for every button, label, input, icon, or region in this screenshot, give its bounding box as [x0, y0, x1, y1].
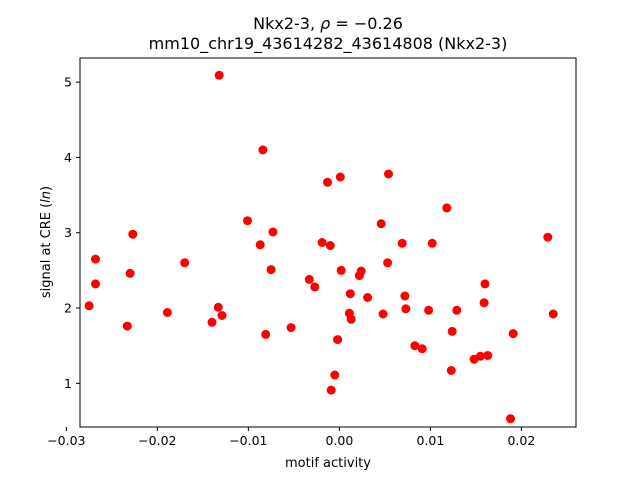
data-point — [447, 326, 457, 336]
data-point — [401, 304, 411, 314]
data-point — [417, 344, 427, 354]
x-tick-label: 0.00 — [325, 433, 353, 448]
data-point — [475, 351, 485, 361]
y-axis-ticks: 1 2 3 4 5 — [64, 75, 80, 391]
data-point — [125, 268, 135, 278]
chart-title-rho: ρ — [320, 14, 330, 33]
x-tick-label: −0.02 — [138, 433, 176, 448]
data-point — [268, 227, 278, 237]
data-point — [128, 229, 138, 239]
data-point — [508, 329, 518, 339]
data-point — [243, 216, 252, 226]
data-point — [543, 232, 553, 242]
y-axis-label: signal at CRE (ln) — [39, 186, 54, 298]
y-tick-label: 1 — [64, 376, 72, 391]
data-point — [345, 289, 355, 299]
data-point — [336, 265, 346, 275]
y-tick-label: 2 — [64, 301, 72, 316]
data-point — [424, 305, 434, 315]
x-tick-label: 0.01 — [416, 433, 444, 448]
data-point — [378, 309, 388, 319]
data-point — [427, 238, 437, 248]
data-point — [217, 311, 227, 320]
chart-title-line1: Nkx2-3, ρ = −0.26 — [253, 14, 403, 33]
data-point — [446, 366, 456, 375]
data-point — [383, 258, 393, 268]
axes-frame — [79, 57, 577, 428]
data-point — [214, 70, 224, 80]
data-point — [304, 274, 314, 284]
data-point — [335, 172, 345, 182]
data-point — [84, 301, 94, 311]
x-tick-label: −0.03 — [47, 433, 85, 448]
data-point — [213, 302, 223, 312]
data-point — [162, 308, 172, 317]
y-axis-label-prefix: signal at CRE ( — [39, 203, 54, 298]
data-point — [258, 145, 268, 155]
data-point — [261, 329, 271, 339]
data-point — [333, 335, 343, 345]
data-point — [323, 177, 332, 187]
chart-title-gene: Nkx2-3, — [253, 14, 320, 33]
data-point — [346, 314, 356, 324]
data-point — [410, 341, 420, 351]
data-point — [479, 298, 489, 308]
x-axis-label: motif activity — [285, 456, 371, 471]
x-axis-ticks: −0.03 −0.02 −0.01 0.00 0.01 0.02 — [47, 427, 535, 448]
data-point — [207, 317, 217, 327]
data-point — [483, 351, 493, 360]
data-point — [91, 254, 100, 264]
data-point — [180, 258, 190, 268]
y-tick-label: 5 — [64, 75, 72, 90]
data-point — [356, 266, 366, 276]
data-point — [266, 265, 276, 275]
data-point — [325, 241, 335, 250]
x-tick-label: −0.01 — [229, 433, 267, 448]
y-tick-label: 4 — [64, 150, 72, 165]
y-axis-label-suffix: ) — [39, 186, 54, 191]
chart-title-line2: mm10_chr19_43614282_43614808 (Nkx2-3) — [149, 34, 508, 54]
data-point — [317, 238, 327, 247]
y-tick-label: 3 — [64, 225, 72, 240]
chart-title-rho-value: = −0.26 — [330, 14, 403, 33]
data-point — [376, 219, 386, 229]
data-point — [480, 279, 490, 289]
data-point — [255, 240, 265, 250]
x-tick-label: 0.02 — [507, 433, 535, 448]
data-points — [84, 70, 558, 424]
data-point — [442, 203, 452, 213]
data-point — [363, 293, 373, 302]
data-point — [91, 279, 100, 289]
data-point — [506, 414, 515, 424]
data-point — [330, 370, 340, 380]
data-point — [400, 291, 410, 301]
data-point — [122, 321, 132, 331]
data-point — [286, 323, 296, 333]
data-point — [397, 238, 407, 248]
data-point — [326, 385, 336, 395]
data-point — [452, 305, 462, 315]
data-point — [384, 169, 393, 179]
data-point — [310, 282, 320, 292]
y-axis-label-italic: ln — [39, 191, 54, 203]
data-point — [548, 309, 558, 319]
plot-area — [79, 57, 577, 428]
